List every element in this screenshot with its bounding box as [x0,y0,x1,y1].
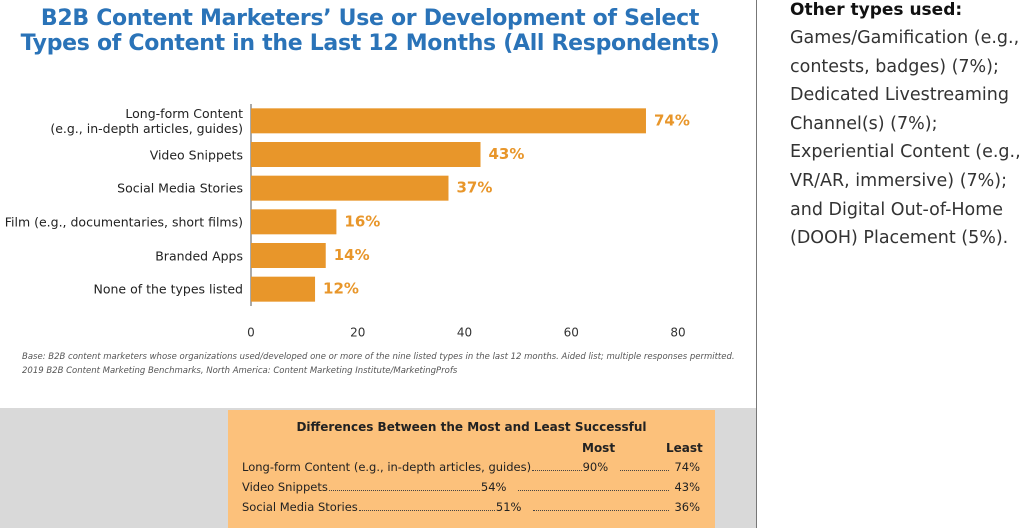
category-label: Long-form Content (e.g., in-depth articl… [50,105,243,136]
leader [328,490,480,491]
sidebar-heading: Other types used: [790,0,963,20]
table-row: Social Media Stories 51% 36% [242,500,700,514]
value-label: 74% [654,111,690,129]
table-row: Video Snippets 54% 43% [242,480,700,494]
leader [358,510,495,511]
row-label: Social Media Stories [242,500,358,514]
x-tick-label: 0 [247,326,255,340]
divider [756,0,757,528]
most-value: 54% [480,480,507,494]
sidebar-text: Games/Gamification (e.g., contests, badg… [790,28,1021,249]
category-label: None of the types listed [93,281,244,297]
category-label: Branded Apps [155,248,243,263]
category-label: Social Media Stories [117,180,243,196]
table-row: Long-form Content (e.g., in-depth articl… [242,460,700,474]
row-label: Video Snippets [242,480,328,494]
footnote: 2019 B2B Content Marketing Benchmarks, N… [22,366,458,376]
least-value: 43% [674,480,700,494]
value-label: 12% [323,280,359,298]
leader [619,470,670,471]
least-value: 36% [674,500,700,514]
comparison-table: Differences Between the Most and Least S… [228,410,715,528]
value-label: 37% [456,179,492,197]
x-tick-label: 80 [670,326,685,340]
category-label: Video Snippets [149,147,243,162]
value-label: 43% [489,145,525,163]
chart: 0 20 40 60 80 74% 43% 37% 16% 14% 12% [247,104,690,340]
table-title: Differences Between the Most and Least S… [296,420,647,434]
value-label: 16% [344,212,380,230]
bar [251,243,326,268]
bar [251,276,316,302]
leader [517,490,669,491]
least-value: 74% [674,460,701,474]
most-value: 90% [582,460,609,474]
column-header: Least [666,441,703,455]
leader [532,470,582,471]
x-tick-label: 40 [457,326,472,340]
most-value: 51% [495,500,522,514]
category-label: Film (e.g., documentaries, short films) [4,214,243,230]
bar [251,175,449,201]
leader [532,510,669,511]
bar [251,142,481,167]
footnote: Base: B2B content marketers whose organi… [22,352,735,362]
x-tick-label: 60 [564,326,579,340]
chart-title: B2B Content Marketers’ Use or Developmen… [20,6,720,56]
bar [251,209,337,235]
column-header: Most [582,441,616,455]
bar [251,108,646,134]
value-label: 14% [334,246,370,264]
row-label: Long-form Content (e.g., in-depth articl… [242,460,532,474]
x-tick-label: 20 [350,326,365,340]
